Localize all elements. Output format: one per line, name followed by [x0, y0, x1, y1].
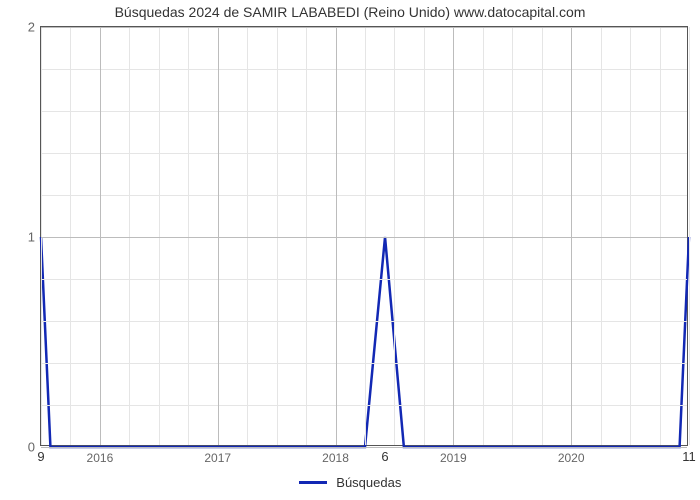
grid-v-minor — [306, 27, 307, 445]
grid-v-minor — [159, 27, 160, 445]
grid-h-minor — [41, 69, 687, 70]
ytick-label: 2 — [28, 20, 35, 35]
grid-v-major — [218, 27, 219, 445]
grid-h-minor — [41, 111, 687, 112]
grid-h-minor — [41, 153, 687, 154]
grid-v-minor — [247, 27, 248, 445]
grid-v-minor — [41, 27, 42, 445]
grid-v-major — [571, 27, 572, 445]
grid-v-minor — [129, 27, 130, 445]
grid-v-minor — [483, 27, 484, 445]
grid-h-minor — [41, 279, 687, 280]
grid-v-minor — [660, 27, 661, 445]
grid-h-major — [41, 447, 687, 448]
grid-v-major — [100, 27, 101, 445]
grid-v-minor — [512, 27, 513, 445]
grid-v-minor — [70, 27, 71, 445]
grid-h-major — [41, 237, 687, 238]
xtick-label: 2017 — [204, 451, 231, 465]
grid-v-minor — [689, 27, 690, 445]
grid-v-minor — [365, 27, 366, 445]
data-point-label: 11 — [682, 449, 696, 464]
grid-v-minor — [424, 27, 425, 445]
grid-v-minor — [188, 27, 189, 445]
xtick-label: 2020 — [558, 451, 585, 465]
grid-v-minor — [601, 27, 602, 445]
data-point-label: 6 — [381, 449, 388, 464]
grid-v-minor — [394, 27, 395, 445]
grid-h-minor — [41, 363, 687, 364]
xtick-label: 2018 — [322, 451, 349, 465]
legend-label: Búsquedas — [336, 475, 401, 490]
grid-v-minor — [277, 27, 278, 445]
data-point-label: 9 — [37, 449, 44, 464]
grid-h-minor — [41, 405, 687, 406]
grid-v-minor — [630, 27, 631, 445]
grid-h-major — [41, 27, 687, 28]
xtick-label: 2019 — [440, 451, 467, 465]
chart-title: Búsquedas 2024 de SAMIR LABABEDI (Reino … — [0, 4, 700, 20]
grid-v-major — [453, 27, 454, 445]
ytick-label: 0 — [28, 440, 35, 455]
grid-v-major — [336, 27, 337, 445]
grid-h-minor — [41, 195, 687, 196]
plot-area: 012201620172018201920209611 — [40, 26, 688, 446]
xtick-label: 2016 — [87, 451, 114, 465]
grid-h-minor — [41, 321, 687, 322]
legend-swatch — [299, 481, 327, 484]
legend: Búsquedas — [0, 474, 700, 490]
ytick-label: 1 — [28, 230, 35, 245]
grid-v-minor — [542, 27, 543, 445]
